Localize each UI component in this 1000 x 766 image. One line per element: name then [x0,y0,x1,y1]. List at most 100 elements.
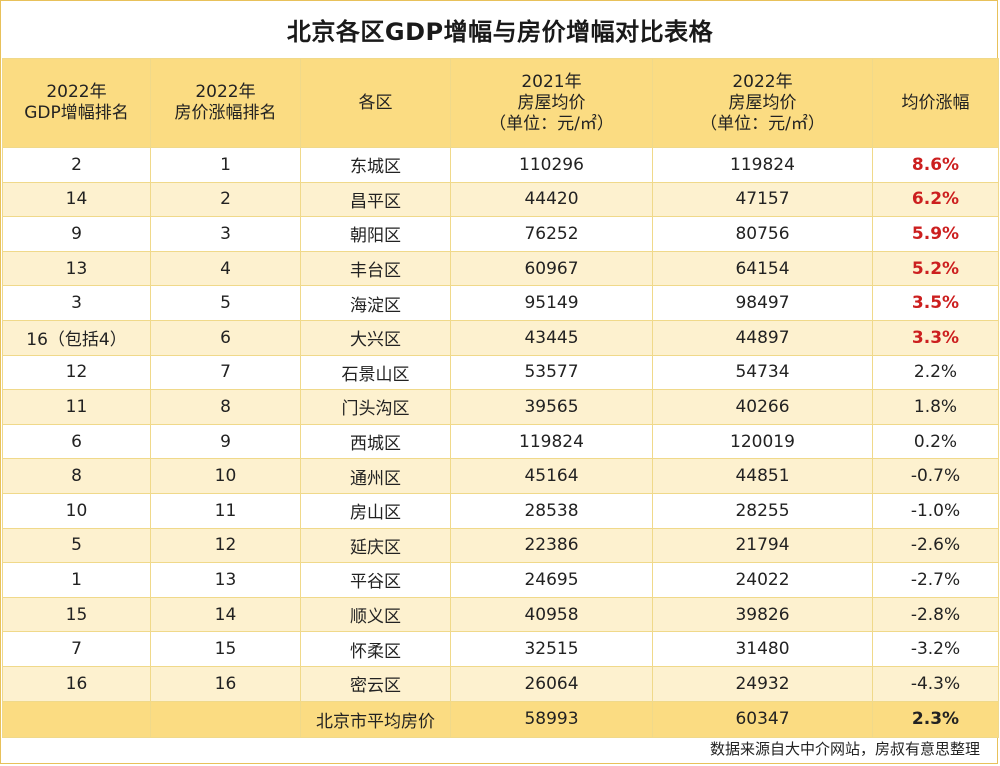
change-cell: 3.3% [872,319,999,356]
price-2021-cell: 26064 [450,665,653,702]
change-cell: -3.2% [872,631,999,667]
change-cell: 5.2% [872,250,999,287]
gdp-rank-cell: 7 [2,631,151,667]
header-change: 均价涨幅 [872,58,999,148]
price-2021-cell: 45164 [450,458,653,494]
price-2022-cell: 47157 [652,181,873,218]
price-2022-cell: 40266 [652,389,873,425]
price-2021-cell: 39565 [450,389,653,425]
table-row: 15 14 顺义区 40958 39826 -2.8% [2,596,999,633]
table-row: 6 9 西城区 119824 120019 0.2% [2,423,999,460]
gdp-rank-cell: 6 [2,423,151,460]
price-2022-cell: 21794 [652,527,873,564]
district-cell: 房山区 [300,492,451,529]
change-cell: -2.6% [872,527,999,564]
change-cell: 6.2% [872,181,999,218]
table-row: 16（包括4） 6 大兴区 43445 44897 3.3% [2,319,999,356]
price-2021-cell: 119824 [450,423,653,460]
gdp-rank-cell: 16 [2,665,151,702]
source-note: 数据来源自大中介网站，房叔有意思整理 [709,740,980,758]
header-district: 各区 [300,58,451,148]
price-rank-cell: 5 [150,285,301,321]
header-price-2022: 2022年 房屋均价 （单位：元/㎡） [652,58,873,148]
table-row: 9 3 朝阳区 76252 80756 5.9% [2,216,999,252]
price-2022-cell: 119824 [652,147,873,183]
gdp-rank-cell: 3 [2,285,151,321]
gdp-rank-cell: 2 [2,147,151,183]
district-cell: 延庆区 [300,527,451,564]
gdp-rank-cell: 12 [2,354,151,391]
price-2021-cell: 44420 [450,181,653,218]
price-2021-cell: 32515 [450,631,653,667]
table-header-row: 2022年 GDP增幅排名 2022年 房价涨幅排名 各区 2021年 房屋均价 （单位… [2,58,999,148]
change-cell: -2.7% [872,562,999,598]
price-2021-cell: 40958 [450,596,653,633]
change-cell: 1.8% [872,389,999,425]
gdp-rank-cell: 11 [2,389,151,425]
table-row: 14 2 昌平区 44420 47157 6.2% [2,181,999,218]
gdp-rank-cell: 15 [2,596,151,633]
district-cell: 怀柔区 [300,631,451,667]
table-row: 7 15 怀柔区 32515 31480 -3.2% [2,631,999,667]
gdp-rank-cell: 8 [2,458,151,494]
price-2021-cell: 43445 [450,319,653,356]
price-rank-cell: 3 [150,216,301,252]
table-row: 2 1 东城区 110296 119824 8.6% [2,147,999,183]
price-rank-cell: 10 [150,458,301,494]
price-2022-cell: 24022 [652,562,873,598]
table-row: 11 8 门头沟区 39565 40266 1.8% [2,389,999,425]
total-empty-2 [150,700,301,738]
change-cell: 3.5% [872,285,999,321]
price-2021-cell: 95149 [450,285,653,321]
price-rank-cell: 8 [150,389,301,425]
table-row: 5 12 延庆区 22386 21794 -2.6% [2,527,999,564]
change-cell: -0.7% [872,458,999,494]
district-cell: 大兴区 [300,319,451,356]
gdp-rank-cell: 9 [2,216,151,252]
price-2022-cell: 54734 [652,354,873,391]
district-cell: 朝阳区 [300,216,451,252]
table-row: 16 16 密云区 26064 24932 -4.3% [2,665,999,702]
page-title: 北京各区GDP增幅与房价增幅对比表格 [286,17,714,46]
table-row: 13 4 丰台区 60967 64154 5.2% [2,250,999,287]
change-cell: 8.6% [872,147,999,183]
price-2022-cell: 44897 [652,319,873,356]
district-cell: 海淀区 [300,285,451,321]
price-rank-cell: 16 [150,665,301,702]
price-2021-cell: 28538 [450,492,653,529]
price-2022-cell: 24932 [652,665,873,702]
district-cell: 丰台区 [300,250,451,287]
price-2022-cell: 98497 [652,285,873,321]
change-cell: -1.0% [872,492,999,529]
table-row: 8 10 通州区 45164 44851 -0.7% [2,458,999,494]
change-cell: -4.3% [872,665,999,702]
district-cell: 石景山区 [300,354,451,391]
table-row: 1 13 平谷区 24695 24022 -2.7% [2,562,999,598]
price-2022-cell: 31480 [652,631,873,667]
change-cell: 0.2% [872,423,999,460]
price-rank-cell: 1 [150,147,301,183]
gdp-rank-cell: 13 [2,250,151,287]
table-row: 10 11 房山区 28538 28255 -1.0% [2,492,999,529]
gdp-rank-cell: 5 [2,527,151,564]
data-table: 2022年 GDP增幅排名 2022年 房价涨幅排名 各区 2021年 房屋均价 （单位… [2,58,999,738]
price-2021-cell: 76252 [450,216,653,252]
price-2021-cell: 60967 [450,250,653,287]
district-cell: 通州区 [300,458,451,494]
price-2022-cell: 39826 [652,596,873,633]
gdp-rank-cell: 10 [2,492,151,529]
district-cell: 西城区 [300,423,451,460]
price-rank-cell: 13 [150,562,301,598]
header-price-2021: 2021年 房屋均价 （单位：元/㎡） [450,58,653,148]
total-price-2021: 58993 [450,700,653,738]
price-rank-cell: 2 [150,181,301,218]
price-rank-cell: 9 [150,423,301,460]
total-empty-1 [2,700,151,738]
district-cell: 顺义区 [300,596,451,633]
total-change: 2.3% [872,700,999,738]
total-price-2022: 60347 [652,700,873,738]
price-2021-cell: 24695 [450,562,653,598]
price-rank-cell: 12 [150,527,301,564]
price-2022-cell: 80756 [652,216,873,252]
price-2022-cell: 28255 [652,492,873,529]
